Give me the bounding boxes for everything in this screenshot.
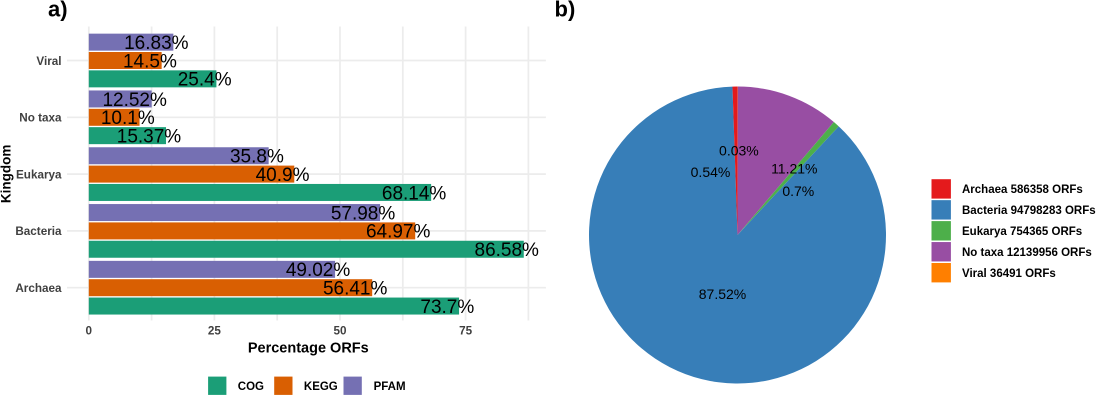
svg-text:0: 0 xyxy=(86,325,93,338)
svg-text:No taxa: No taxa xyxy=(19,112,62,125)
svg-text:KEGG: KEGG xyxy=(304,381,338,393)
svg-text:35.8%: 35.8% xyxy=(230,147,284,168)
svg-text:0.03%: 0.03% xyxy=(719,142,759,158)
svg-text:Archaea 586358 ORFs: Archaea 586358 ORFs xyxy=(962,184,1083,196)
svg-text:Eukarya 754365 ORFs: Eukarya 754365 ORFs xyxy=(962,226,1082,238)
svg-text:Bacteria 94798283 ORFs: Bacteria 94798283 ORFs xyxy=(962,205,1096,217)
svg-text:50: 50 xyxy=(333,325,347,338)
svg-text:0.7%: 0.7% xyxy=(782,183,814,199)
svg-text:75: 75 xyxy=(459,325,473,338)
svg-text:15.37%: 15.37% xyxy=(117,126,182,147)
svg-text:73.7%: 73.7% xyxy=(420,297,474,318)
svg-text:Eukarya: Eukarya xyxy=(16,168,62,181)
svg-text:25: 25 xyxy=(208,325,222,338)
svg-text:68.14%: 68.14% xyxy=(382,183,447,204)
svg-text:56.41%: 56.41% xyxy=(323,279,388,300)
svg-text:Viral 36491 ORFs: Viral 36491 ORFs xyxy=(962,268,1056,280)
svg-text:Viral: Viral xyxy=(36,55,61,68)
svg-text:11.21%: 11.21% xyxy=(771,160,817,176)
svg-text:86.58%: 86.58% xyxy=(475,240,540,261)
svg-text:Percentage ORFs: Percentage ORFs xyxy=(248,341,369,357)
svg-text:Bacteria: Bacteria xyxy=(15,225,62,238)
svg-text:49.02%: 49.02% xyxy=(286,260,351,281)
svg-text:40.9%: 40.9% xyxy=(256,165,310,186)
svg-text:25.4%: 25.4% xyxy=(178,70,232,91)
svg-text:COG: COG xyxy=(238,381,264,393)
svg-text:57.98%: 57.98% xyxy=(331,203,396,224)
svg-text:0.54%: 0.54% xyxy=(691,164,731,180)
svg-text:b): b) xyxy=(555,0,576,21)
svg-text:PFAM: PFAM xyxy=(374,381,406,393)
svg-text:64.97%: 64.97% xyxy=(366,222,431,243)
svg-text:Kingdom: Kingdom xyxy=(0,145,14,204)
svg-text:a): a) xyxy=(48,0,68,21)
svg-text:16.83%: 16.83% xyxy=(124,33,189,54)
svg-text:12.52%: 12.52% xyxy=(102,90,167,111)
svg-text:Archaea: Archaea xyxy=(15,282,62,295)
svg-text:No taxa 12139956 ORFs: No taxa 12139956 ORFs xyxy=(962,247,1092,259)
svg-text:10.1%: 10.1% xyxy=(101,108,155,129)
svg-text:87.52%: 87.52% xyxy=(699,286,746,302)
svg-text:14.5%: 14.5% xyxy=(123,51,177,72)
